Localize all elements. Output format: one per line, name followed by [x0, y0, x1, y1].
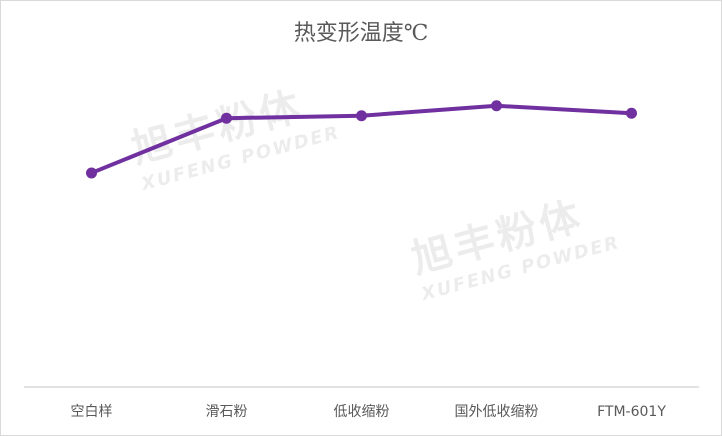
x-tick-label: FTM-601Y: [597, 404, 666, 420]
x-tick-label: 空白样: [71, 404, 113, 420]
x-tick-label: 滑石粉: [206, 403, 248, 420]
data-point: [86, 167, 97, 179]
chart-title: 热变形温度℃: [293, 21, 429, 46]
x-tick-label: 低收缩粉: [334, 404, 390, 420]
data-point: [221, 112, 232, 124]
data-point: [626, 107, 637, 119]
x-tick-label: 国外低收缩粉: [455, 404, 539, 420]
data-point: [356, 110, 367, 122]
data-point: [491, 100, 502, 112]
